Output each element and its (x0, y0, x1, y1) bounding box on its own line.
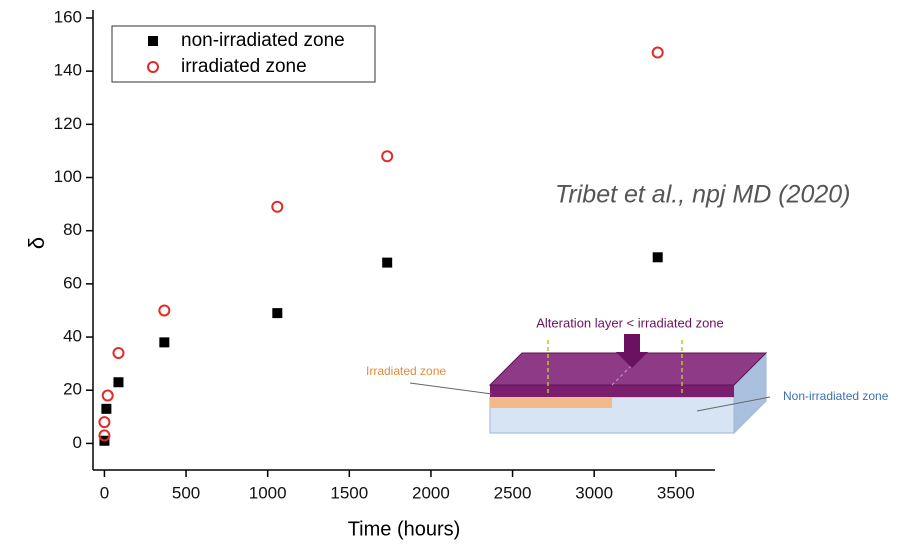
point (113, 377, 124, 388)
citation: Tribet et al., npj MD (2020) (555, 181, 850, 209)
legend-marker (147, 61, 159, 73)
pointer (409, 382, 493, 395)
y-tick-label: 140 (54, 61, 82, 80)
pointer (696, 396, 771, 412)
inset-diagram: Alteration layer < irradiated zone Irrad… (366, 315, 889, 435)
x-tick-label: 0 (100, 483, 109, 502)
y-tick-label: 0 (73, 433, 82, 452)
point (271, 200, 284, 213)
x-tick-label: 500 (172, 483, 200, 502)
y-tick-label: 40 (63, 327, 82, 346)
point (101, 403, 112, 414)
point (651, 46, 664, 59)
arrow (616, 334, 648, 368)
point (159, 337, 170, 348)
x-tick-label: 2500 (494, 483, 532, 502)
y-tick-label: 60 (63, 273, 82, 292)
x-tick-label: 2000 (412, 483, 450, 502)
point (98, 416, 111, 429)
legend-marker (148, 36, 158, 46)
point (381, 150, 394, 163)
y-axis-label: δ (24, 237, 49, 249)
point (272, 308, 283, 319)
x-tick-label: 3500 (657, 483, 695, 502)
y-tick-label: 20 (63, 380, 82, 399)
irradiated-strip (490, 397, 612, 408)
y-tick-label: 160 (54, 7, 82, 26)
point (98, 429, 111, 442)
point (652, 252, 663, 263)
inset-label: Irradiated zone (366, 364, 446, 378)
layer-front (490, 385, 734, 397)
y-tick-label: 120 (54, 114, 82, 133)
point (112, 347, 125, 360)
point (382, 257, 393, 268)
inset-label: Non-irradiated zone (783, 389, 889, 403)
legend-label: irradiated zone (181, 56, 307, 77)
x-tick-label: 1500 (330, 483, 368, 502)
layer-top (488, 352, 768, 386)
inset-label: Alteration layer < irradiated zone (536, 315, 724, 330)
legend (111, 25, 376, 83)
point (158, 304, 171, 317)
point (101, 389, 114, 402)
x-tick-label: 3000 (575, 483, 613, 502)
y-tick-label: 80 (63, 220, 82, 239)
x-tick-label: 1000 (249, 483, 287, 502)
x-axis-label: Time (hours) (348, 518, 461, 540)
y-tick-label: 100 (54, 167, 82, 186)
legend-label: non-irradiated zone (181, 30, 345, 51)
